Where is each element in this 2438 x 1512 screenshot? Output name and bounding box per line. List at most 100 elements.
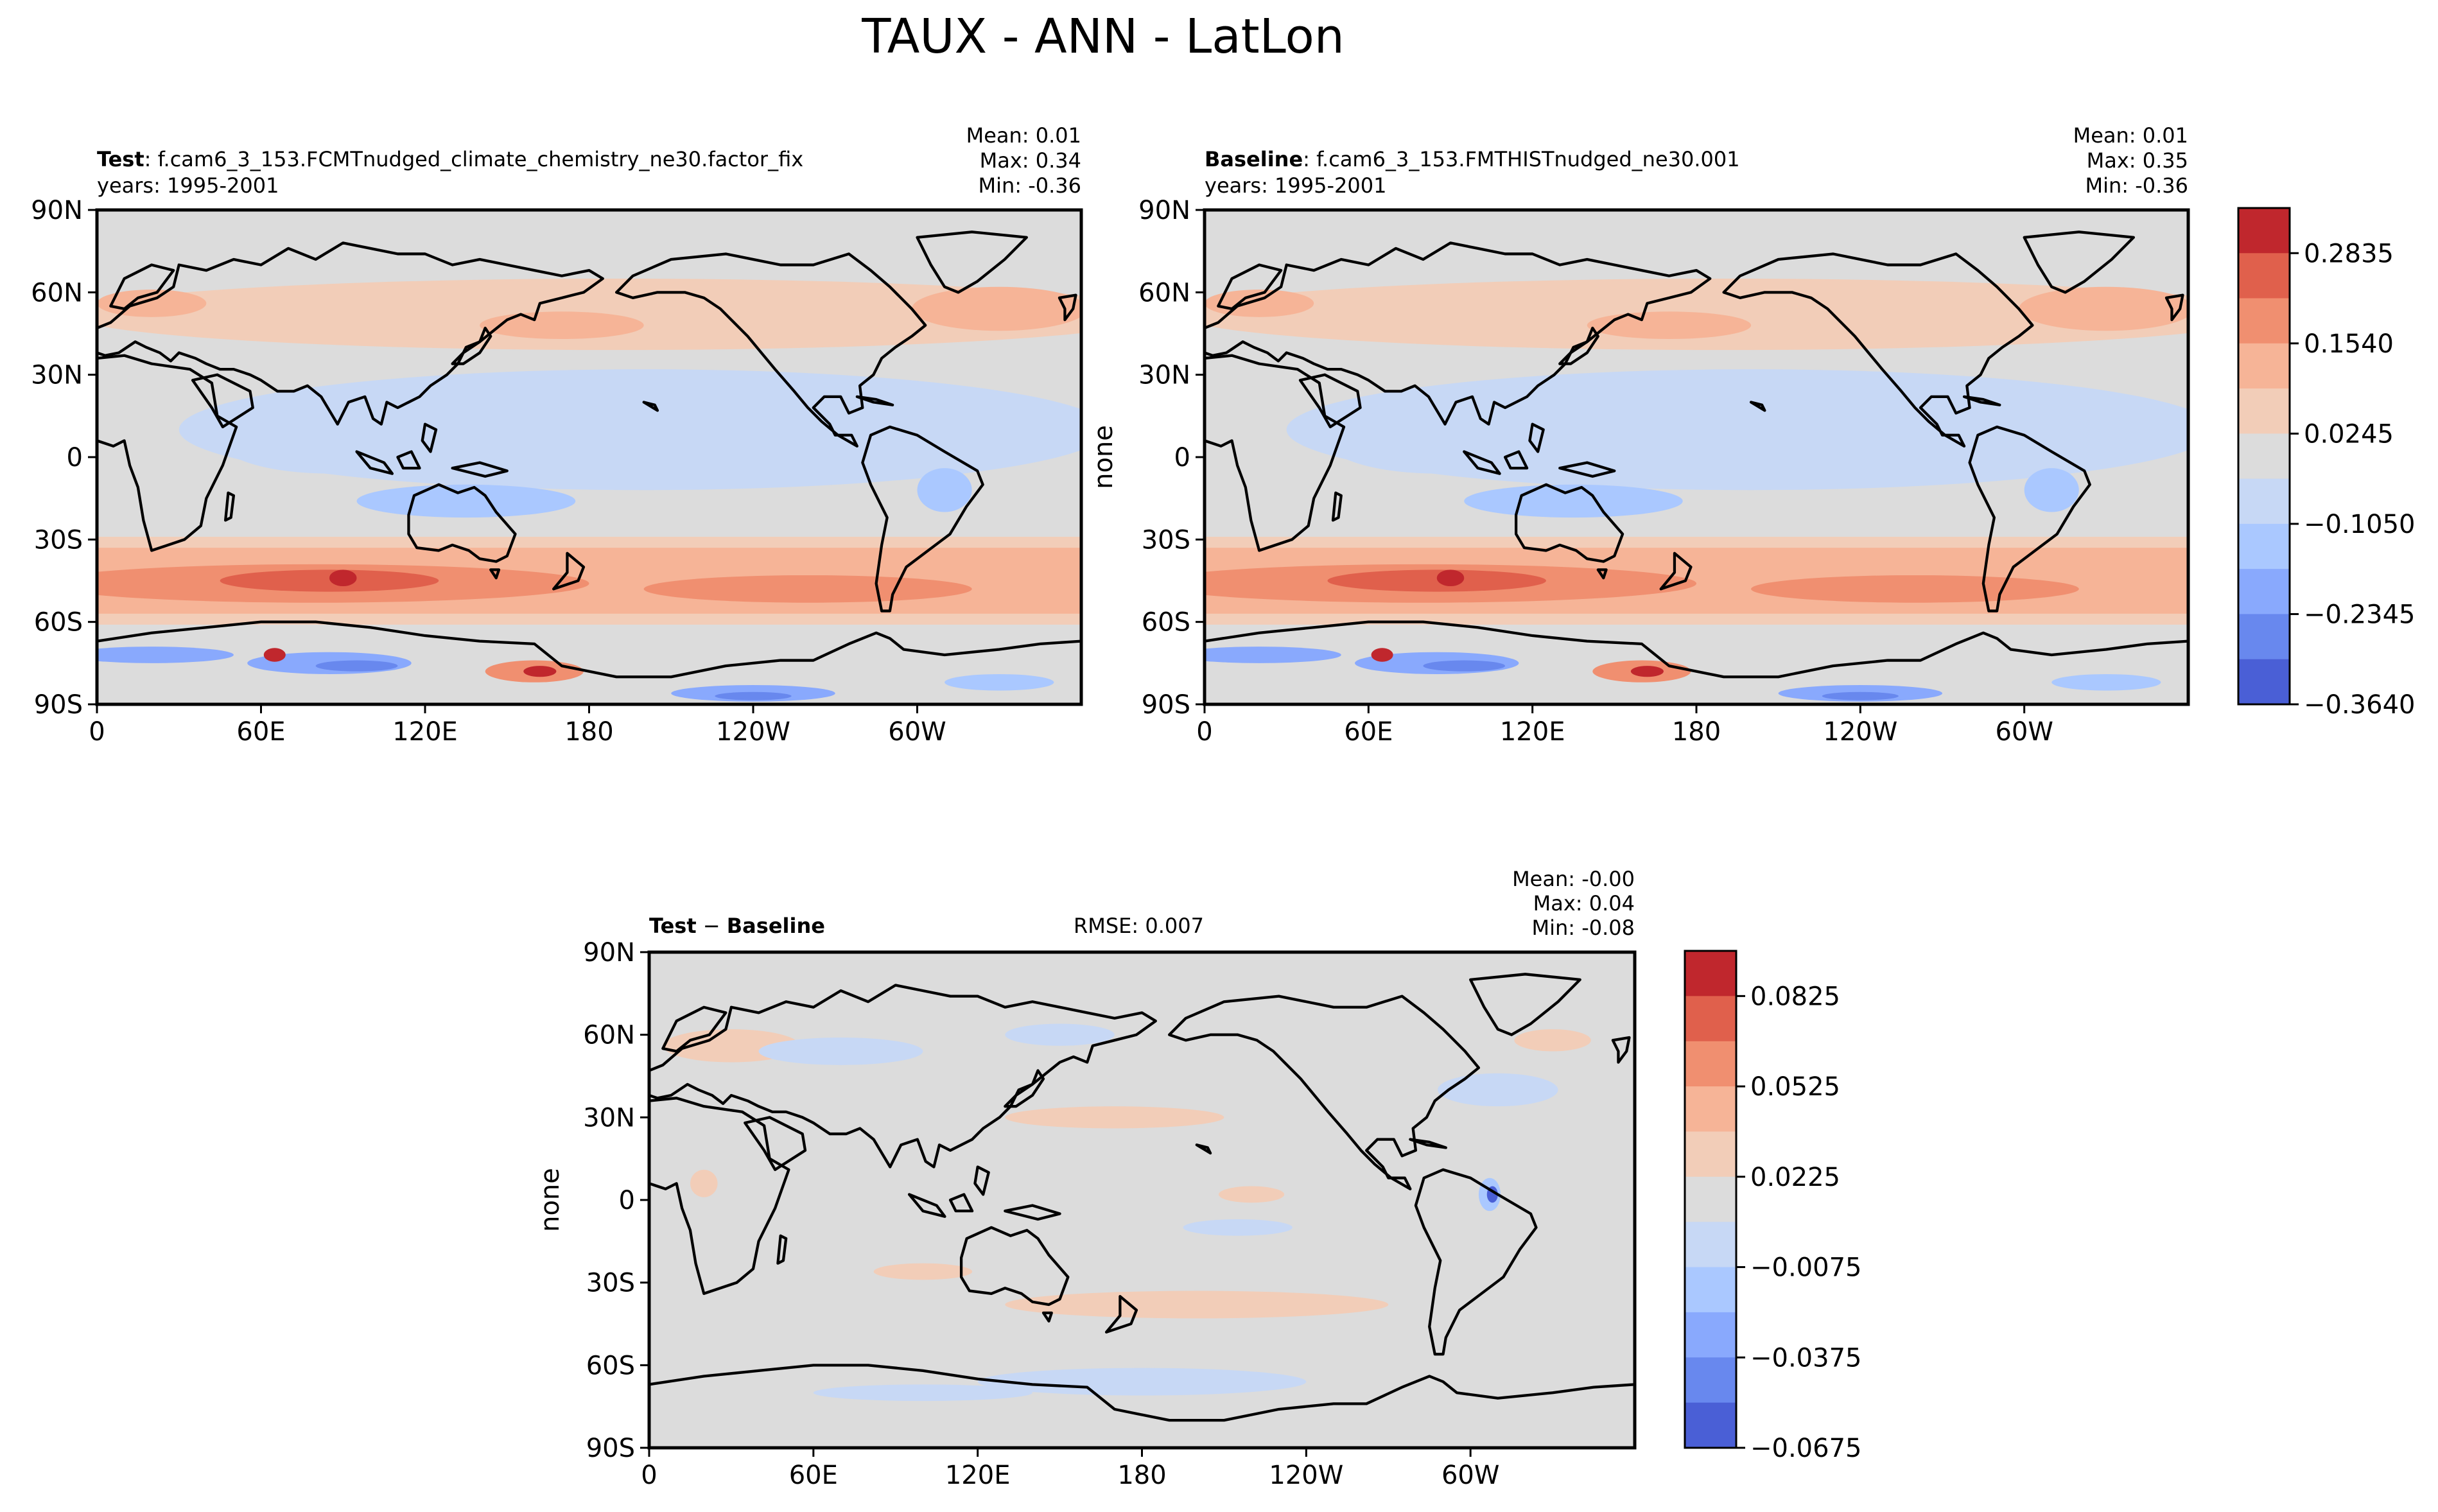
baseline-y-ticks: 90N 60N 30N 0 30S 60S 90S: [1138, 196, 1205, 720]
colorbar-tick-label: 0.1540: [2304, 329, 2394, 359]
colorbar-swatch: [2238, 208, 2290, 254]
baseline-map: [1205, 210, 2188, 704]
colorbar-swatch: [1685, 1357, 1736, 1403]
colorbar-swatch: [1685, 1267, 1736, 1313]
colorbar-swatch: [2238, 343, 2290, 389]
y-tick-label: 30S: [1142, 525, 1190, 555]
baseline-stat-min: Min: -0.36: [2085, 173, 2188, 198]
baseline-stat-mean: Mean: 0.01: [2073, 123, 2188, 148]
difference-map: [649, 952, 1635, 1448]
y-tick-label: 60S: [34, 608, 83, 638]
colorbar-swatch: [1685, 951, 1736, 996]
colorbar-swatch: [2238, 569, 2290, 614]
baseline-x-ticks: 0 60E 120E 180 120W 60W: [1196, 704, 2053, 747]
test-panel: Test: f.cam6_3_153.FCMTnudged_climate_ch…: [31, 123, 1083, 747]
colorbar-swatch: [1685, 996, 1736, 1042]
y-tick-label: 90S: [586, 1434, 635, 1463]
difference-stat-min: Min: -0.08: [1531, 916, 1635, 940]
y-tick-label: 90S: [34, 690, 83, 720]
y-tick-label: 60S: [586, 1351, 635, 1380]
colorbar-tick-label: −0.3640: [2304, 690, 2415, 720]
x-tick-label: 60W: [1995, 717, 2053, 747]
colorbar-swatch: [1685, 1086, 1736, 1132]
colorbar-tick-label: 0.0825: [1750, 982, 1840, 1011]
test-map: [97, 210, 1081, 704]
test-x-ticks: 0 60E 120E 180 120W 60W: [89, 704, 946, 747]
y-tick-label: 30N: [31, 361, 83, 390]
colorbar-frame: [2237, 207, 2291, 706]
y-tick-label: 90N: [1138, 196, 1190, 225]
colorbar-tick-label: −0.0675: [1750, 1434, 1861, 1463]
x-tick-label: 0: [1196, 717, 1212, 747]
y-tick-label: 30S: [34, 525, 83, 555]
baseline-stat-max: Max: 0.35: [2087, 148, 2188, 173]
colorbar-swatch: [2238, 253, 2290, 299]
x-tick-label: 120E: [1500, 717, 1565, 747]
difference-stat-mean: Mean: -0.00: [1512, 867, 1635, 891]
x-tick-label: 180: [1672, 717, 1721, 747]
y-tick-label: 90S: [1142, 690, 1190, 720]
x-tick-label: 120E: [392, 717, 458, 747]
baseline-panel-label: Baseline: f.cam6_3_153.FMTHISTnudged_ne3…: [1205, 147, 1740, 171]
baseline-colorbar: 0.2835 0.1540 0.0245 −0.1050 −0.2345 −0.3640: [2237, 207, 2415, 720]
colorbar-tick-label: 0.0225: [1750, 1163, 1840, 1192]
difference-rmse: RMSE: 0.007: [1074, 914, 1204, 938]
x-tick-label: 120W: [716, 717, 790, 747]
baseline-y-axis-label: none: [1089, 425, 1119, 489]
test-y-ticks: 90N 60N 30N 0 30S 60S 90S: [31, 196, 97, 720]
baseline-panel: Baseline: f.cam6_3_153.FMTHISTnudged_ne3…: [1089, 123, 2415, 747]
y-tick-label: 0: [67, 443, 83, 473]
y-tick-label: 30N: [583, 1103, 635, 1133]
difference-x-ticks: 0 60E 120E 180 120W 60W: [641, 1448, 1499, 1490]
x-tick-label: 60W: [888, 717, 946, 747]
colorbar-tick-label: 0.0245: [2304, 419, 2394, 449]
colorbar-tick-label: −0.0075: [1750, 1253, 1861, 1283]
test-stat-min: Min: -0.36: [978, 173, 1081, 198]
y-tick-label: 30S: [586, 1269, 635, 1298]
x-tick-label: 60E: [789, 1461, 838, 1490]
baseline-years: years: 1995-2001: [1205, 173, 1386, 198]
colorbar-swatch: [1685, 1402, 1736, 1448]
difference-colorbar: 0.0825 0.0525 0.0225 −0.0075 −0.0375 −0.0675: [1684, 950, 1861, 1463]
x-tick-label: 60E: [1344, 717, 1393, 747]
test-panel-label: Test: f.cam6_3_153.FCMTnudged_climate_ch…: [97, 147, 803, 171]
y-tick-label: 0: [1174, 443, 1190, 473]
x-tick-label: 0: [89, 717, 105, 747]
colorbar-tick-label: −0.0375: [1750, 1343, 1861, 1373]
colorbar-swatch: [2238, 523, 2290, 569]
y-tick-label: 60N: [583, 1021, 635, 1050]
x-tick-label: 180: [564, 717, 613, 747]
y-tick-label: 60S: [1142, 608, 1190, 638]
colorbar-swatch: [1685, 1041, 1736, 1087]
colorbar-swatch: [2238, 478, 2290, 525]
colorbar-tick-label: −0.1050: [2304, 510, 2415, 539]
figure-title: TAUX - ANN - LatLon: [861, 9, 1344, 64]
colorbar-swatch: [1685, 1222, 1736, 1268]
difference-panel: Test − Baseline RMSE: 0.007 Mean: -0.00 …: [535, 867, 1861, 1490]
colorbar-swatch: [2238, 433, 2290, 480]
colorbar-tick-label: 0.2835: [2304, 239, 2394, 268]
colorbar-swatch: [1685, 1131, 1736, 1177]
colorbar-swatch: [2238, 298, 2290, 344]
test-stat-mean: Mean: 0.01: [966, 123, 1081, 148]
y-tick-label: 30N: [1138, 361, 1190, 390]
colorbar-swatch: [2238, 614, 2290, 660]
y-tick-label: 90N: [31, 196, 83, 225]
y-tick-label: 90N: [583, 938, 635, 968]
colorbar-swatch: [2238, 388, 2290, 434]
colorbar-frame: [1684, 950, 1737, 1449]
colorbar-tick-label: −0.2345: [2304, 600, 2415, 629]
x-tick-label: 60W: [1441, 1461, 1499, 1490]
colorbar-swatch: [1685, 1312, 1736, 1358]
x-tick-label: 120W: [1823, 717, 1897, 747]
x-tick-label: 60E: [236, 717, 285, 747]
x-tick-label: 120W: [1269, 1461, 1343, 1490]
y-tick-label: 0: [619, 1186, 635, 1215]
x-tick-label: 180: [1117, 1461, 1166, 1490]
difference-stat-max: Max: 0.04: [1533, 891, 1635, 916]
test-years: years: 1995-2001: [97, 173, 279, 198]
x-tick-label: 0: [641, 1461, 657, 1490]
y-tick-label: 60N: [31, 278, 83, 308]
difference-y-ticks: 90N 60N 30N 0 30S 60S 90S: [583, 938, 649, 1463]
